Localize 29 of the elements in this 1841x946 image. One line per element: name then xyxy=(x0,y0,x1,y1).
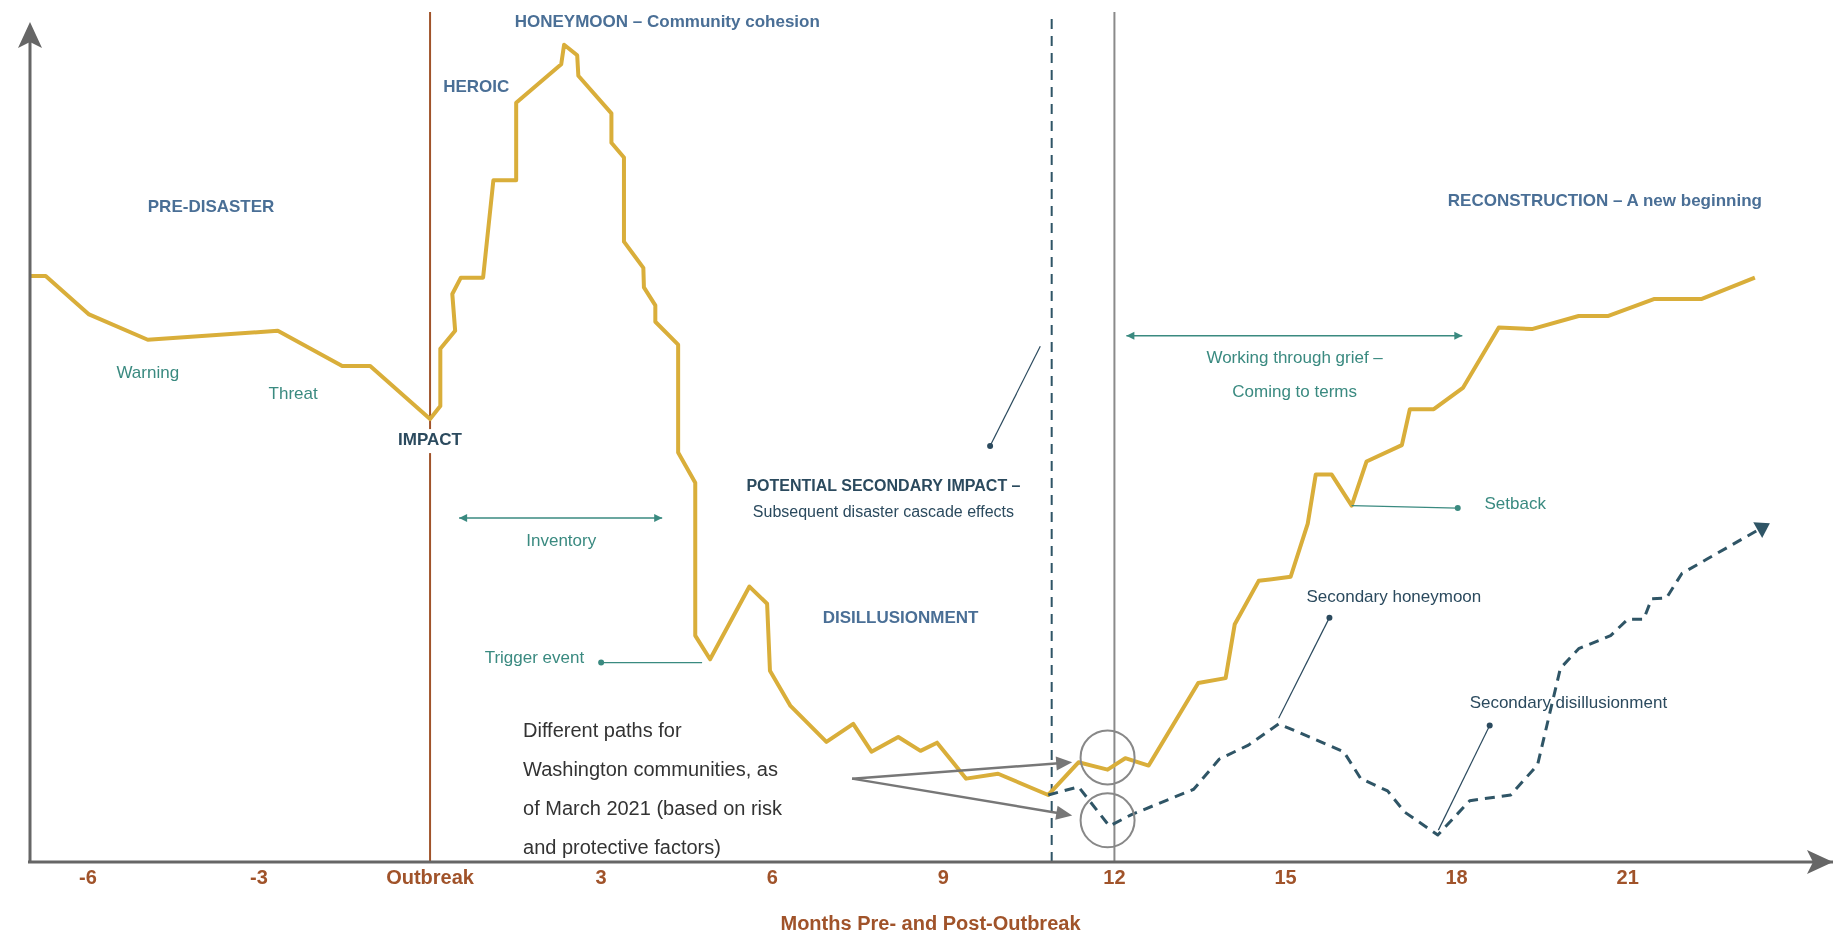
x-tick-label: -3 xyxy=(250,866,268,889)
annotation: Coming to terms xyxy=(1232,382,1357,402)
annotation: Different paths for Washington communities, as of March 2021 (based on risk and protective factors) xyxy=(523,719,784,859)
annotation: RECONSTRUCTION – A new beginning xyxy=(1447,191,1762,211)
x-tick-label: 9 xyxy=(937,866,949,889)
annotation: Secondary disillusionment xyxy=(1469,693,1668,713)
annotation: POTENTIAL SECONDARY IMPACT – xyxy=(746,477,1021,495)
annotation: Secondary honeymoon xyxy=(1306,587,1482,607)
x-tick-label: 6 xyxy=(766,866,778,889)
x-axis-title: Months Pre- and Post-Outbreak xyxy=(780,912,1082,934)
annotation: PRE-DISASTER xyxy=(147,197,275,217)
annotation: HEROIC xyxy=(443,77,510,97)
x-tick-label: 12 xyxy=(1103,866,1126,889)
annotation: Working through grief – xyxy=(1206,348,1384,368)
annotation: Warning xyxy=(116,363,180,383)
x-tick-label: 18 xyxy=(1445,866,1468,889)
annotation: Threat xyxy=(268,383,319,403)
annotation: Trigger event xyxy=(484,648,585,668)
annotation: DISILLUSIONMENT xyxy=(822,608,980,628)
x-tick-label: -6 xyxy=(78,866,97,889)
annotation: Inventory xyxy=(526,531,597,551)
annotation: Setback xyxy=(1484,494,1547,514)
x-tick-label: 21 xyxy=(1616,866,1639,889)
annotation: Subsequent disaster cascade effects xyxy=(752,503,1015,521)
x-tick-label: 3 xyxy=(595,866,607,889)
x-tick-label: 15 xyxy=(1274,866,1297,889)
annotation: HONEYMOON – Community cohesion xyxy=(514,12,820,32)
x-tick-label: Outbreak xyxy=(386,866,475,889)
annotation: IMPACT xyxy=(398,430,463,450)
